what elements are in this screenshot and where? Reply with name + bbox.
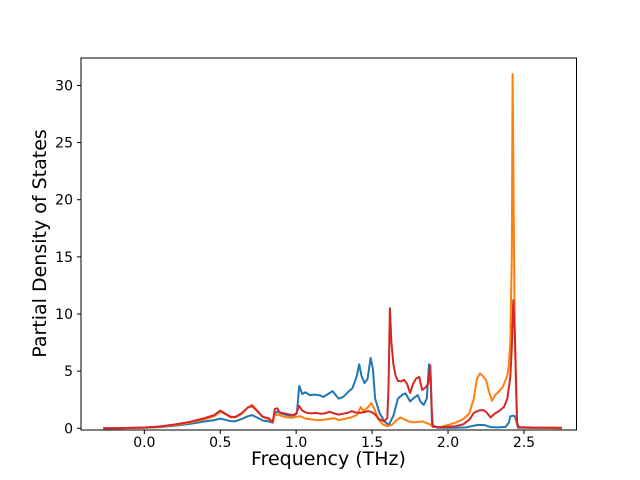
x-tick-label: 2.0: [437, 435, 459, 451]
y-axis-label: Partial Density of States: [29, 129, 51, 358]
axes-spines: [80, 57, 577, 431]
y-tick-label: 10: [55, 307, 73, 323]
y-tick-label: 5: [64, 364, 73, 380]
x-tick-label: 2.5: [513, 435, 535, 451]
plot-area: 0.0 0.5 1.0 1.5 2.0 2.5 0 5 10 15 20 25 30: [55, 57, 577, 451]
x-tick-label: 0.5: [209, 435, 231, 451]
x-axis-label: Frequency (THz): [251, 448, 406, 470]
pdos-series-blue: [103, 357, 562, 430]
y-tick-label: 30: [55, 78, 73, 94]
y-tick-label: 0: [64, 421, 73, 437]
pdos-series-orange: [103, 73, 562, 430]
y-tick-label: 20: [55, 193, 73, 209]
x-tick-label: 1.0: [285, 435, 307, 451]
x-tick-label: 1.5: [361, 435, 383, 451]
pdos-series-red: [103, 299, 562, 430]
y-tick-label: 15: [55, 250, 73, 266]
y-tick-label: 25: [55, 136, 73, 152]
x-tick-label: 0.0: [133, 435, 155, 451]
